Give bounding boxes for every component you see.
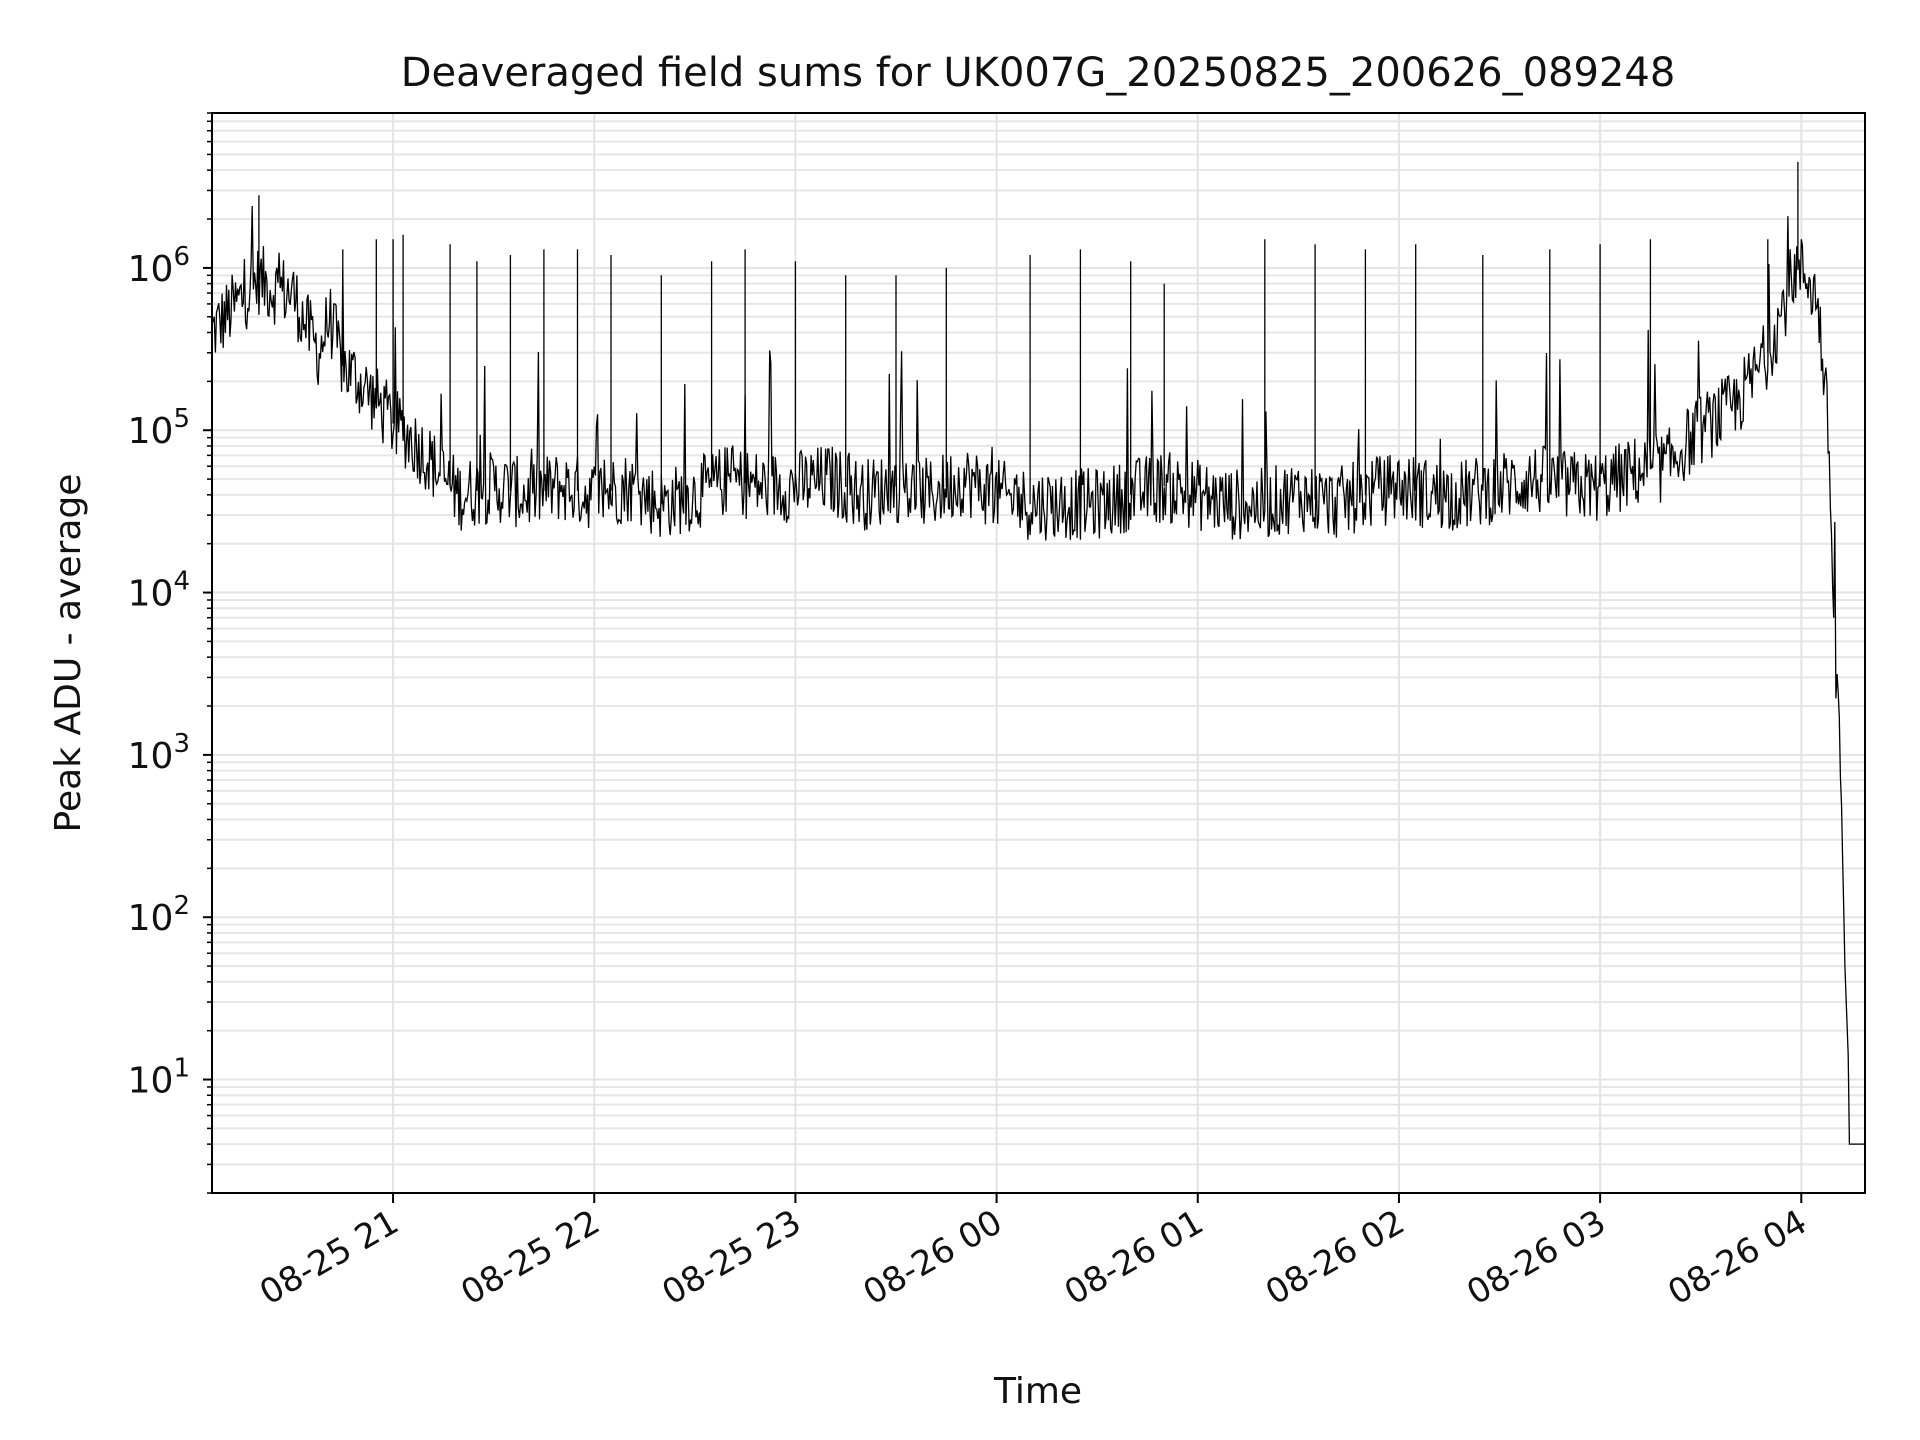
chart-title: Deaveraged field sums for UK007G_2025082… — [401, 50, 1676, 96]
y-tick-label: 105 — [128, 404, 190, 452]
x-axis-label: Time — [993, 1371, 1082, 1412]
y-tick-label: 102 — [128, 891, 190, 939]
y-axis-label: Peak ADU - average — [48, 474, 89, 833]
y-major-gridlines — [212, 266, 1865, 1081]
series-spikes — [258, 161, 1799, 505]
y-tick-label: 106 — [128, 242, 190, 290]
y-tick-label: 104 — [128, 567, 190, 615]
series-line — [211, 205, 1865, 1145]
y-axis-ticks: 101 102 103 104 105 106 — [128, 242, 212, 1102]
plot-frame — [211, 112, 1866, 1194]
y-tick-label: 101 — [128, 1054, 190, 1102]
y-minor-ticks — [207, 112, 212, 1194]
y-tick-label: 103 — [128, 729, 190, 777]
